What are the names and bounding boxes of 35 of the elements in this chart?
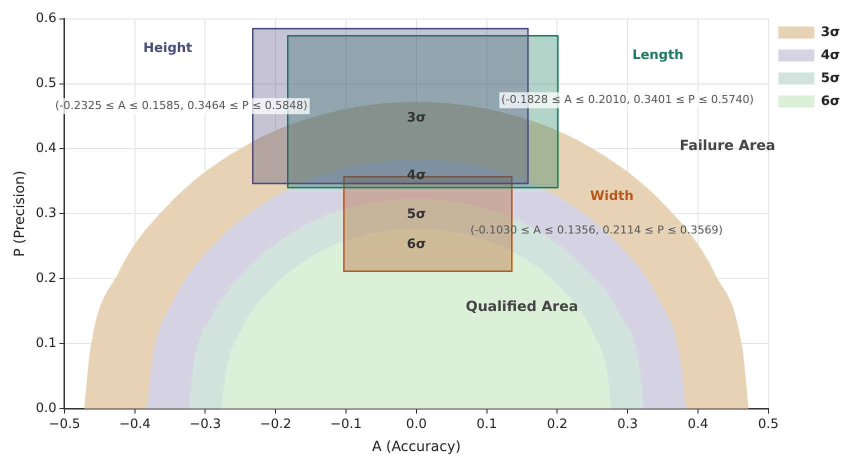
y-tick-label: 0.0 xyxy=(36,400,56,416)
legend-label: 4σ xyxy=(820,48,840,63)
y-tick-label: 0.1 xyxy=(36,336,56,352)
text: Height xyxy=(143,41,192,56)
x-tick-label: 0.1 xyxy=(476,416,498,432)
legend-label: 5σ xyxy=(820,70,840,86)
text: 5σ xyxy=(406,207,426,222)
annotation: (-0.1828 ≤ A ≤ 0.2010, 0.3401 ≤ P ≤ 0.5740) xyxy=(501,93,754,106)
annotation: Failure Area xyxy=(680,138,776,154)
text: 4σ xyxy=(406,168,426,184)
y-tick-label: 0.4 xyxy=(36,141,56,156)
annotation: (-0.2325 ≤ A ≤ 0.1585, 0.3464 ≤ P ≤ 0.5848) xyxy=(55,98,308,112)
text: 6σ xyxy=(406,237,426,252)
y-tick-label: 0.3 xyxy=(36,206,56,222)
x-tick-label: 0.3 xyxy=(617,416,638,432)
text: 3σ xyxy=(406,110,426,126)
x-tick-label: −0.5 xyxy=(48,416,80,432)
x-axis-title: A (Accuracy) xyxy=(372,439,461,456)
x-tick-label: 0.0 xyxy=(406,416,427,432)
text: Length xyxy=(632,48,684,64)
annotation: Qualified Area xyxy=(466,298,578,315)
x-tick-label: −0.4 xyxy=(119,416,151,432)
y-tick-label: 0.5 xyxy=(36,76,56,92)
legend-label: 6σ xyxy=(820,94,840,109)
x-tick-label: 0.4 xyxy=(688,416,708,432)
y-tick-label: 0.2 xyxy=(36,271,56,286)
x-tick-label: −0.1 xyxy=(330,416,362,432)
x-tick-label: 0.2 xyxy=(546,416,568,432)
y-tick-label: 0.6 xyxy=(36,11,56,26)
legend-label: 3σ xyxy=(820,24,840,40)
x-tick-label: −0.3 xyxy=(189,416,222,432)
y-axis-title: P (Precision) xyxy=(12,170,28,257)
x-tick-label: 0.5 xyxy=(758,416,779,432)
x-tick-label: −0.2 xyxy=(260,416,292,432)
text: Width xyxy=(590,189,634,204)
